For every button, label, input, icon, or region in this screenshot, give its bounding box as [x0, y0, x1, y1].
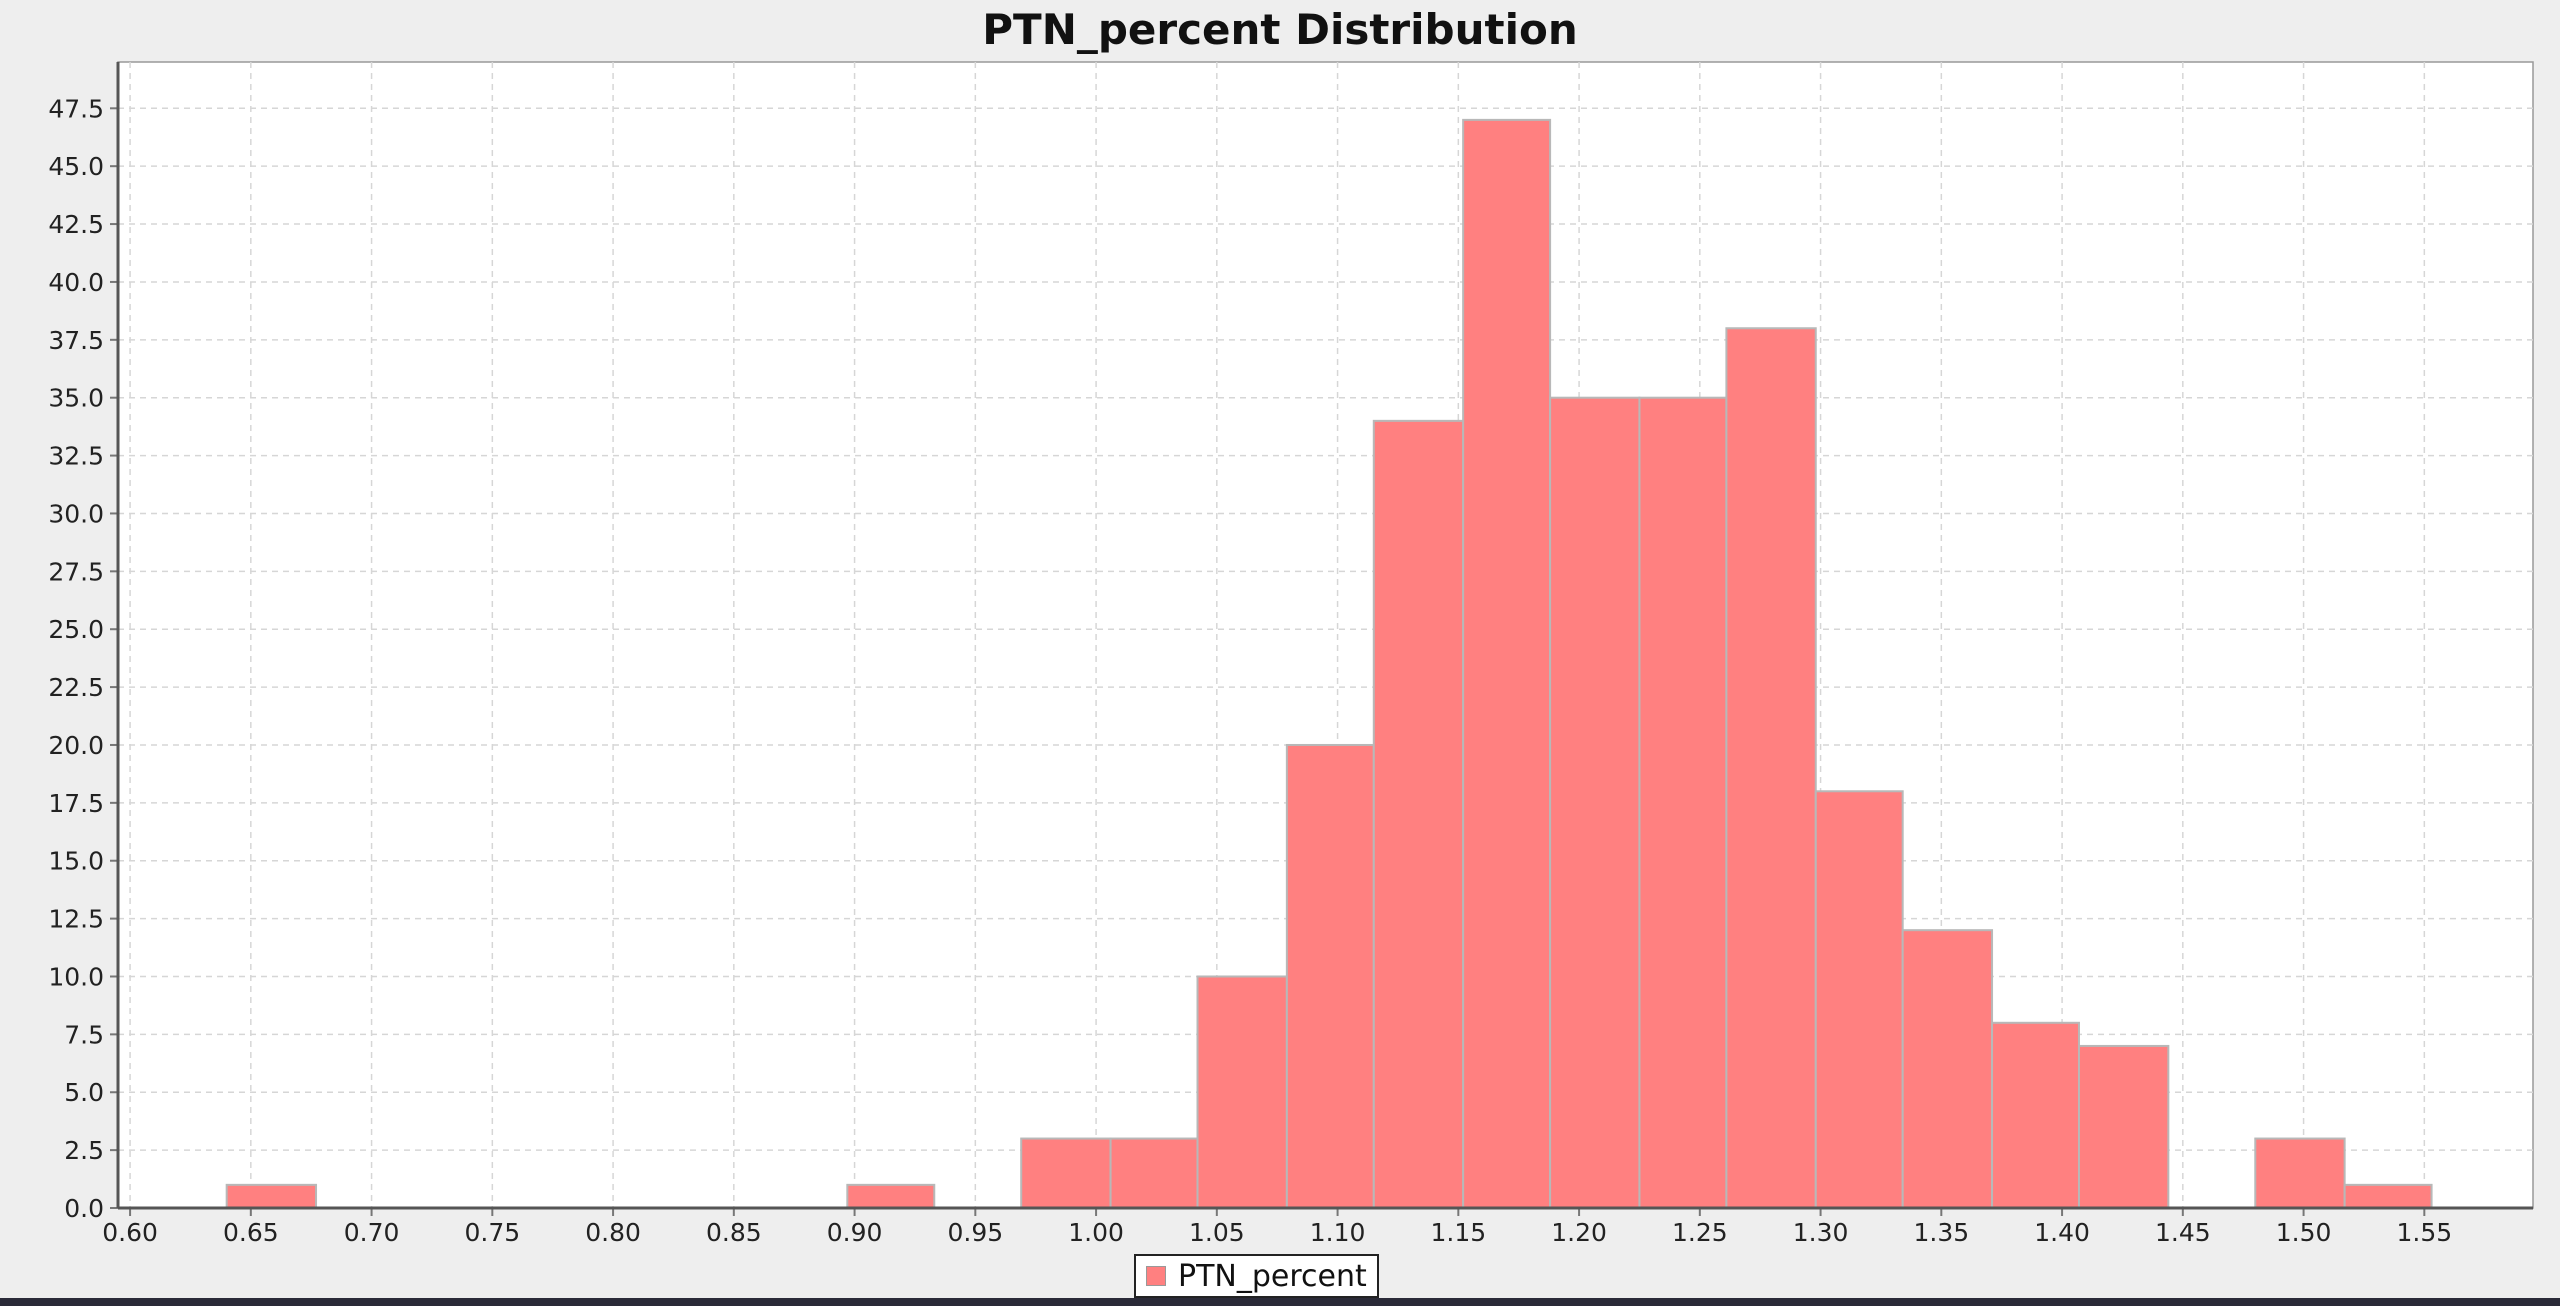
legend: PTN_percent: [1134, 1254, 1379, 1298]
histogram-bar: [1020, 1137, 1112, 1209]
y-tick-label: 22.5: [48, 673, 104, 702]
x-tick-label: 0.80: [585, 1218, 641, 1247]
legend-swatch: [1146, 1266, 1166, 1286]
histogram-bar: [1991, 1021, 2080, 1210]
histogram-bar: [2254, 1137, 2346, 1209]
histogram-bar: [1725, 327, 1817, 1209]
histogram-bar: [1109, 1137, 1199, 1209]
y-tick-label: 5.0: [64, 1078, 104, 1107]
x-tick-label: 1.50: [2276, 1218, 2332, 1247]
y-tick-label: 27.5: [48, 557, 104, 586]
histogram-bar: [1814, 790, 1904, 1209]
histogram-bar: [1372, 419, 1465, 1209]
histogram-bar: [846, 1183, 936, 1210]
x-tick-label: 1.30: [1793, 1218, 1849, 1247]
window-bottom-edge: [0, 1298, 2560, 1306]
histogram-bar: [1901, 929, 1994, 1209]
y-tick-label: 40.0: [48, 268, 104, 297]
y-tick-label: 2.5: [64, 1136, 104, 1165]
y-tick-label: 30.0: [48, 499, 104, 528]
histogram-bar: [1549, 396, 1641, 1209]
x-tick-label: 1.15: [1430, 1218, 1486, 1247]
histogram-bar: [1638, 396, 1728, 1209]
y-tick-label: 42.5: [48, 210, 104, 239]
x-tick-label: 1.20: [1551, 1218, 1607, 1247]
x-tick-label: 0.65: [223, 1218, 279, 1247]
legend-label: PTN_percent: [1178, 1258, 1367, 1294]
y-tick-label: 10.0: [48, 962, 104, 991]
x-tick-label: 0.90: [827, 1218, 883, 1247]
histogram-bar: [2343, 1183, 2433, 1210]
y-tick-label: 7.5: [64, 1020, 104, 1049]
x-tick-label: 1.10: [1310, 1218, 1366, 1247]
y-tick-label: 37.5: [48, 326, 104, 355]
x-tick-label: 0.95: [947, 1218, 1003, 1247]
x-tick-label: 1.25: [1672, 1218, 1728, 1247]
y-tick-label: 25.0: [48, 615, 104, 644]
x-tick-label: 1.40: [2034, 1218, 2090, 1247]
y-tick-label: 17.5: [48, 789, 104, 818]
histogram-bar: [1196, 975, 1288, 1210]
histogram-bar: [2077, 1044, 2170, 1210]
y-tick-label: 12.5: [48, 905, 104, 934]
y-tick-label: 47.5: [48, 94, 104, 123]
x-tick-label: 1.35: [1913, 1218, 1969, 1247]
histogram-bar: [1285, 743, 1375, 1210]
x-tick-label: 1.55: [2396, 1218, 2452, 1247]
x-tick-label: 0.60: [102, 1218, 158, 1247]
y-tick-label: 32.5: [48, 442, 104, 471]
chart-title: PTN_percent Distribution: [982, 5, 1578, 54]
x-tick-label: 1.00: [1068, 1218, 1124, 1247]
x-tick-label: 1.05: [1189, 1218, 1245, 1247]
x-tick-label: 1.45: [2155, 1218, 2211, 1247]
y-tick-label: 45.0: [48, 152, 104, 181]
x-tick-label: 0.85: [706, 1218, 762, 1247]
y-tick-label: 15.0: [48, 847, 104, 876]
histogram-bar: [1462, 118, 1552, 1209]
y-tick-label: 0.0: [64, 1194, 104, 1223]
histogram-bar: [225, 1183, 318, 1210]
y-tick-label: 20.0: [48, 731, 104, 760]
y-tick-label: 35.0: [48, 384, 104, 413]
x-tick-label: 0.70: [344, 1218, 400, 1247]
x-tick-label: 0.75: [464, 1218, 520, 1247]
